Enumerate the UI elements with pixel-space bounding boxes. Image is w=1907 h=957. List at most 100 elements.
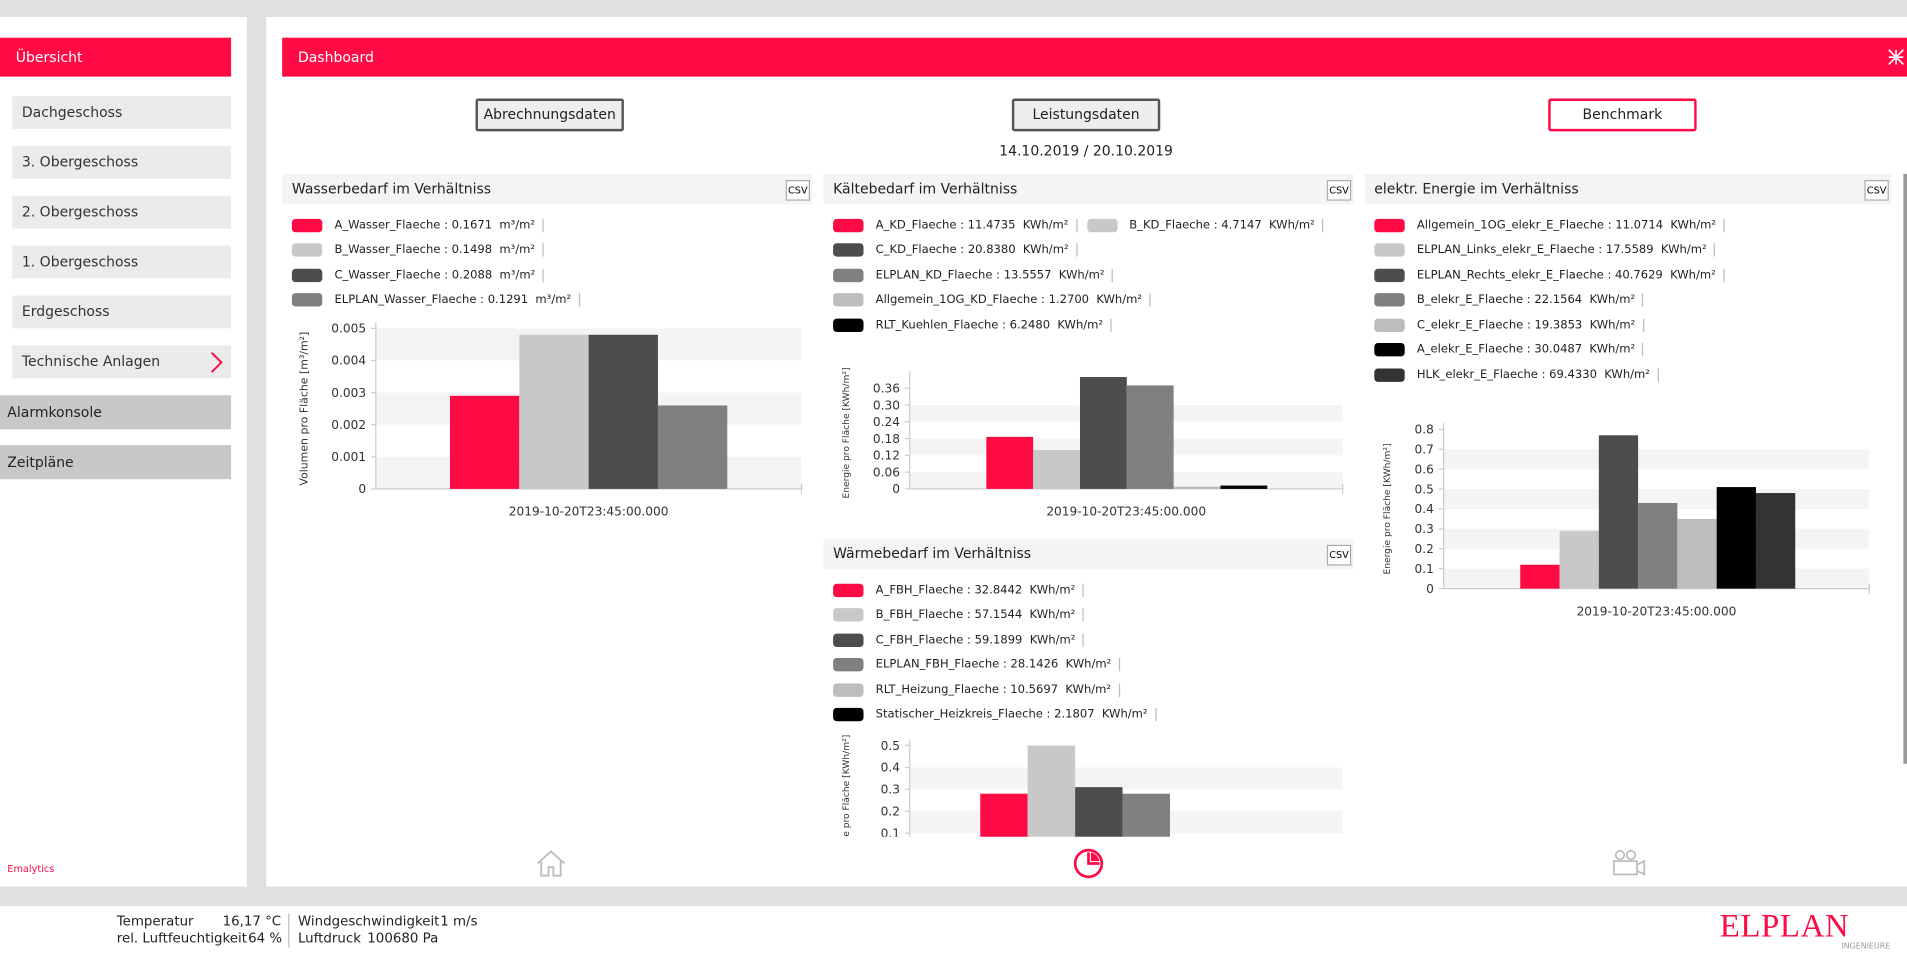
bar: [1033, 450, 1080, 489]
y-tick-label: 0.4: [1415, 502, 1435, 516]
legend-separator: [1657, 368, 1659, 382]
legend-entry[interactable]: HLK_elekr_E_Flaeche : 69.4330 KWh/m²: [1374, 362, 1659, 387]
legend-entry[interactable]: Statischer_Heizkreis_Flaeche : 2.1807 KWh…: [833, 702, 1157, 727]
legend-label: A_KD_Flaeche : 11.4735: [875, 218, 1016, 232]
legend-swatch: [833, 633, 864, 647]
divider: [288, 913, 290, 948]
legend-swatch: [833, 243, 864, 257]
bar: [1559, 530, 1599, 589]
legend-swatch: [1086, 218, 1118, 232]
bar: [1027, 745, 1076, 837]
legend-entry[interactable]: RLT_Heizung_Flaeche : 10.5697 KWh/m²: [833, 677, 1120, 702]
brand-logo: ELPLAN: [1719, 907, 1850, 944]
y-tick-label: 0.3: [881, 783, 900, 797]
nav-active[interactable]: Übersicht: [0, 37, 232, 77]
legend-swatch: [1374, 243, 1405, 257]
bar: [1598, 435, 1639, 589]
legend-entry[interactable]: C_Wasser_Flaeche : 0.2088 m³/m²: [291, 263, 544, 288]
legend-label: RLT_Kuehlen_Flaeche : 6.2480: [875, 318, 1051, 332]
legend-label: A_Wasser_Flaeche : 0.1671: [334, 218, 493, 232]
legend-swatch: [833, 608, 864, 622]
collapse-icon[interactable]: [1888, 49, 1905, 66]
bar: [1638, 503, 1678, 589]
legend-unit: m³/m²: [499, 218, 536, 232]
csv-button[interactable]: CSV: [1326, 179, 1352, 201]
button[interactable]: Leistungsdaten: [1011, 98, 1161, 132]
weather-label: Luftdruck: [297, 930, 361, 947]
bar: [657, 405, 728, 489]
legend-unit: KWh/m²: [1029, 633, 1076, 647]
nav-item[interactable]: 3. Obergeschoss: [12, 145, 232, 179]
x-tick-label: 2019-10-20T23:45:00.000: [1046, 505, 1206, 519]
bar: [1126, 385, 1174, 489]
legend-entry[interactable]: A_elekr_E_Flaeche : 30.0487 KWh/m²: [1374, 337, 1644, 362]
camera-icon[interactable]: [1610, 849, 1646, 878]
legend-separator: [542, 268, 544, 282]
legend-entry[interactable]: A_FBH_Flaeche : 32.8442 KWh/m²: [833, 578, 1084, 603]
button[interactable]: Abrechnungsdaten: [475, 98, 624, 132]
bar: [986, 436, 1034, 489]
y-tick-label: 0.005: [331, 322, 366, 336]
legend-label: C_elekr_E_Flaeche : 19.3853: [1416, 318, 1583, 332]
nav-section[interactable]: Zeitpläne: [0, 445, 232, 480]
nav-item[interactable]: Technische Anlagen: [12, 345, 232, 379]
weather-value: 16,17 °C: [222, 913, 282, 930]
legend-label: ELPLAN_Links_elekr_E_Flaeche : 17.5589: [1416, 243, 1654, 257]
header: Dashboard: [282, 37, 1907, 77]
csv-button[interactable]: CSV: [1864, 179, 1889, 201]
scrollbar[interactable]: [1903, 173, 1907, 764]
legend-unit: KWh/m²: [1589, 318, 1636, 332]
nav-section[interactable]: Alarmkonsole: [0, 395, 232, 430]
y-tick-label: 0.36: [873, 381, 900, 395]
legend-separator: [578, 293, 580, 307]
legend-entry[interactable]: B_Wasser_Flaeche : 0.1498 m³/m²: [291, 238, 544, 263]
legend-entry[interactable]: A_Wasser_Flaeche : 0.1671 m³/m²: [291, 213, 544, 238]
legend-entry[interactable]: ELPLAN_KD_Flaeche : 13.5557 KWh/m²: [833, 263, 1114, 288]
legend-entry[interactable]: ELPLAN_FBH_Flaeche : 28.1426 KWh/m²: [833, 652, 1120, 677]
legend-entry[interactable]: C_KD_Flaeche : 20.8380 KWh/m²: [833, 238, 1078, 263]
y-tick-label: 0: [892, 482, 900, 496]
legend-entry[interactable]: Allgemein_1OG_KD_Flaeche : 1.2700 KWh/m²: [833, 288, 1151, 313]
legend-swatch: [833, 318, 864, 332]
legend-swatch: [833, 708, 864, 722]
legend-entry[interactable]: ELPLAN_Rechts_elekr_E_Flaeche : 40.7629 K…: [1374, 263, 1725, 288]
legend-separator: [1118, 658, 1120, 672]
button[interactable]: Benchmark: [1548, 98, 1697, 132]
legend-separator: [1075, 243, 1078, 257]
legend-separator: [1082, 633, 1084, 647]
legend-separator: [1110, 318, 1112, 332]
legend-entry[interactable]: Allgemein_1OG_elekr_E_Flaeche : 11.0714 K…: [1374, 213, 1725, 238]
legend: A_Wasser_Flaeche : 0.1671 m³/m² B_Wasser_F…: [291, 213, 810, 313]
nav-item[interactable]: 2. Obergeschoss: [12, 195, 232, 229]
nav-item[interactable]: Dachgeschoss: [12, 96, 232, 129]
legend-entry[interactable]: ELPLAN_Wasser_Flaeche : 0.1291 m³/m²: [291, 288, 580, 313]
legend-unit: KWh/m²: [1670, 268, 1716, 282]
csv-button[interactable]: CSV: [785, 179, 810, 201]
bar: [1755, 493, 1796, 589]
legend-separator: [1642, 343, 1644, 357]
legend-unit: KWh/m²: [1101, 708, 1148, 722]
legend-label: A_FBH_Flaeche : 32.8442: [875, 583, 1023, 597]
legend-separator: [542, 243, 544, 257]
home-icon[interactable]: [535, 849, 567, 878]
legend-entry[interactable]: B_KD_Flaeche : 4.7147 KWh/m²: [1086, 213, 1324, 238]
panel-header: Kältebedarf im Verhältniss: [823, 173, 1354, 205]
legend-separator: [1082, 608, 1084, 622]
legend-entry[interactable]: B_elekr_E_Flaeche : 22.1564 KWh/m²: [1374, 288, 1644, 313]
legend-entry[interactable]: ELPLAN_Links_elekr_E_Flaeche : 17.5589 KW…: [1374, 238, 1716, 263]
legend-entry[interactable]: C_elekr_E_Flaeche : 19.3853 KWh/m²: [1374, 313, 1644, 338]
dashboard-icon[interactable]: [1073, 848, 1107, 880]
nav-item[interactable]: Erdgeschoss: [12, 295, 232, 329]
nav-item[interactable]: 1. Obergeschoss: [12, 245, 232, 279]
legend-entry[interactable]: RLT_Kuehlen_Flaeche : 6.2480 KWh/m²: [833, 313, 1112, 338]
legend-entry[interactable]: B_FBH_Flaeche : 57.1544 KWh/m²: [833, 603, 1084, 628]
legend-entry[interactable]: A_KD_Flaeche : 11.4735 KWh/m²: [833, 213, 1077, 238]
y-axis-label: Energie pro Fläche [KWh/m²]: [842, 735, 852, 866]
csv-button[interactable]: CSV: [1326, 544, 1352, 566]
legend-unit: KWh/m²: [1029, 608, 1076, 622]
legend-entry[interactable]: C_FBH_Flaeche : 59.1899 KWh/m²: [833, 628, 1084, 653]
legend-unit: KWh/m²: [1589, 293, 1636, 307]
